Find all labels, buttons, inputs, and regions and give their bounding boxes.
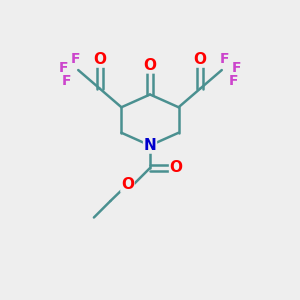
Text: F: F xyxy=(59,61,69,75)
Text: O: O xyxy=(194,52,207,67)
Text: F: F xyxy=(231,61,241,75)
Text: F: F xyxy=(71,52,81,66)
Text: F: F xyxy=(219,52,229,66)
Text: F: F xyxy=(228,74,238,88)
Text: O: O xyxy=(121,177,134,192)
Text: O: O xyxy=(169,160,183,175)
Text: F: F xyxy=(62,74,72,88)
Text: N: N xyxy=(144,138,156,153)
Text: O: O xyxy=(143,58,157,73)
Text: O: O xyxy=(93,52,106,67)
